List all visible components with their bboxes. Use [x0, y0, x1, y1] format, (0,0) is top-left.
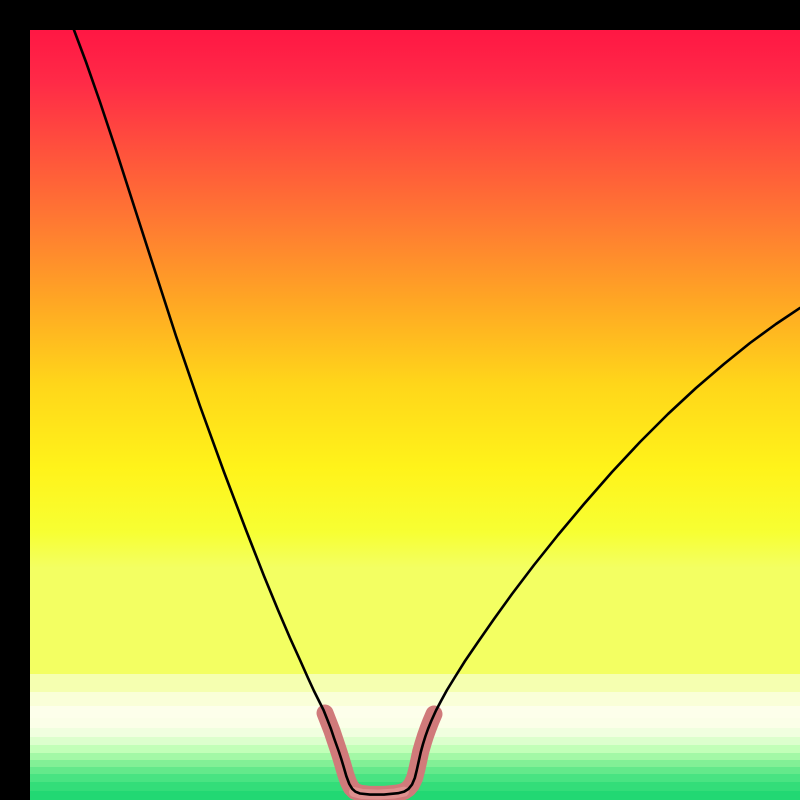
- frame-left: [0, 0, 30, 800]
- gradient-background: [30, 30, 800, 674]
- frame-top: [0, 0, 800, 30]
- bottleneck-chart: TheBottleneck.com: [0, 0, 800, 800]
